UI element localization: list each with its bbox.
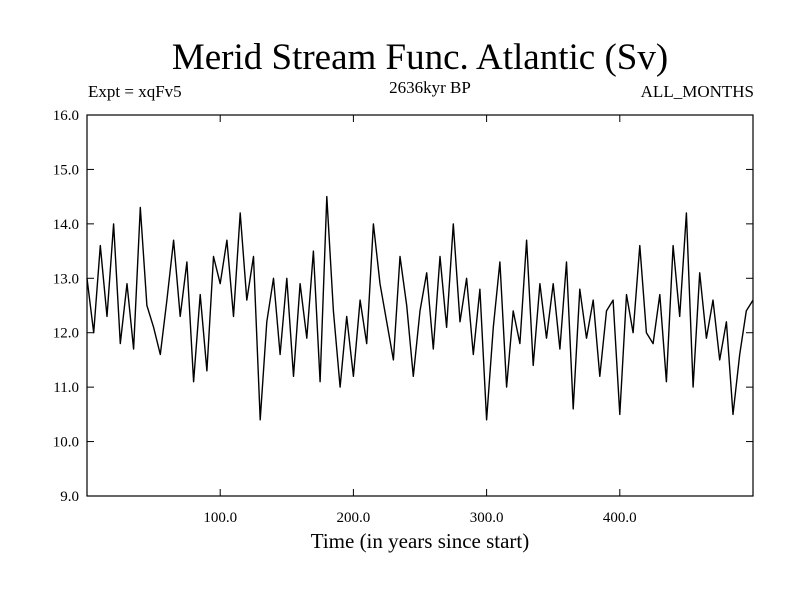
y-tick-label: 11.0	[53, 380, 79, 396]
y-tick-label: 14.0	[53, 217, 79, 233]
y-tick-label: 13.0	[53, 271, 79, 287]
y-tick-label: 12.0	[53, 326, 79, 342]
axis-ticks	[87, 114, 753, 497]
y-tick-label: 15.0	[53, 162, 79, 178]
x-tick-label: 300.0	[470, 510, 504, 526]
experiment-label: Expt = xqFv5	[88, 82, 182, 101]
y-tick-label: 9.0	[60, 489, 79, 505]
plot-frame	[86, 114, 754, 497]
y-tick-label: 16.0	[53, 108, 79, 124]
period-label: 2636kyr BP	[389, 78, 471, 97]
x-tick-label: 400.0	[603, 510, 637, 526]
x-tick-label: 200.0	[337, 510, 371, 526]
x-axis-title: Time (in years since start)	[311, 529, 530, 553]
x-tick-label: 100.0	[203, 510, 237, 526]
tick-labels: 9.0 10.0 11.0 12.0 13.0 14.0 15.0 16.0 100.0 200.…	[53, 108, 637, 526]
y-tick-label: 10.0	[53, 435, 79, 451]
months-label: ALL_MONTHS	[640, 82, 754, 101]
series-line	[86, 195, 754, 421]
chart-title: Merid Stream Func. Atlantic (Sv)	[171, 37, 669, 78]
series-layer	[86, 195, 754, 421]
